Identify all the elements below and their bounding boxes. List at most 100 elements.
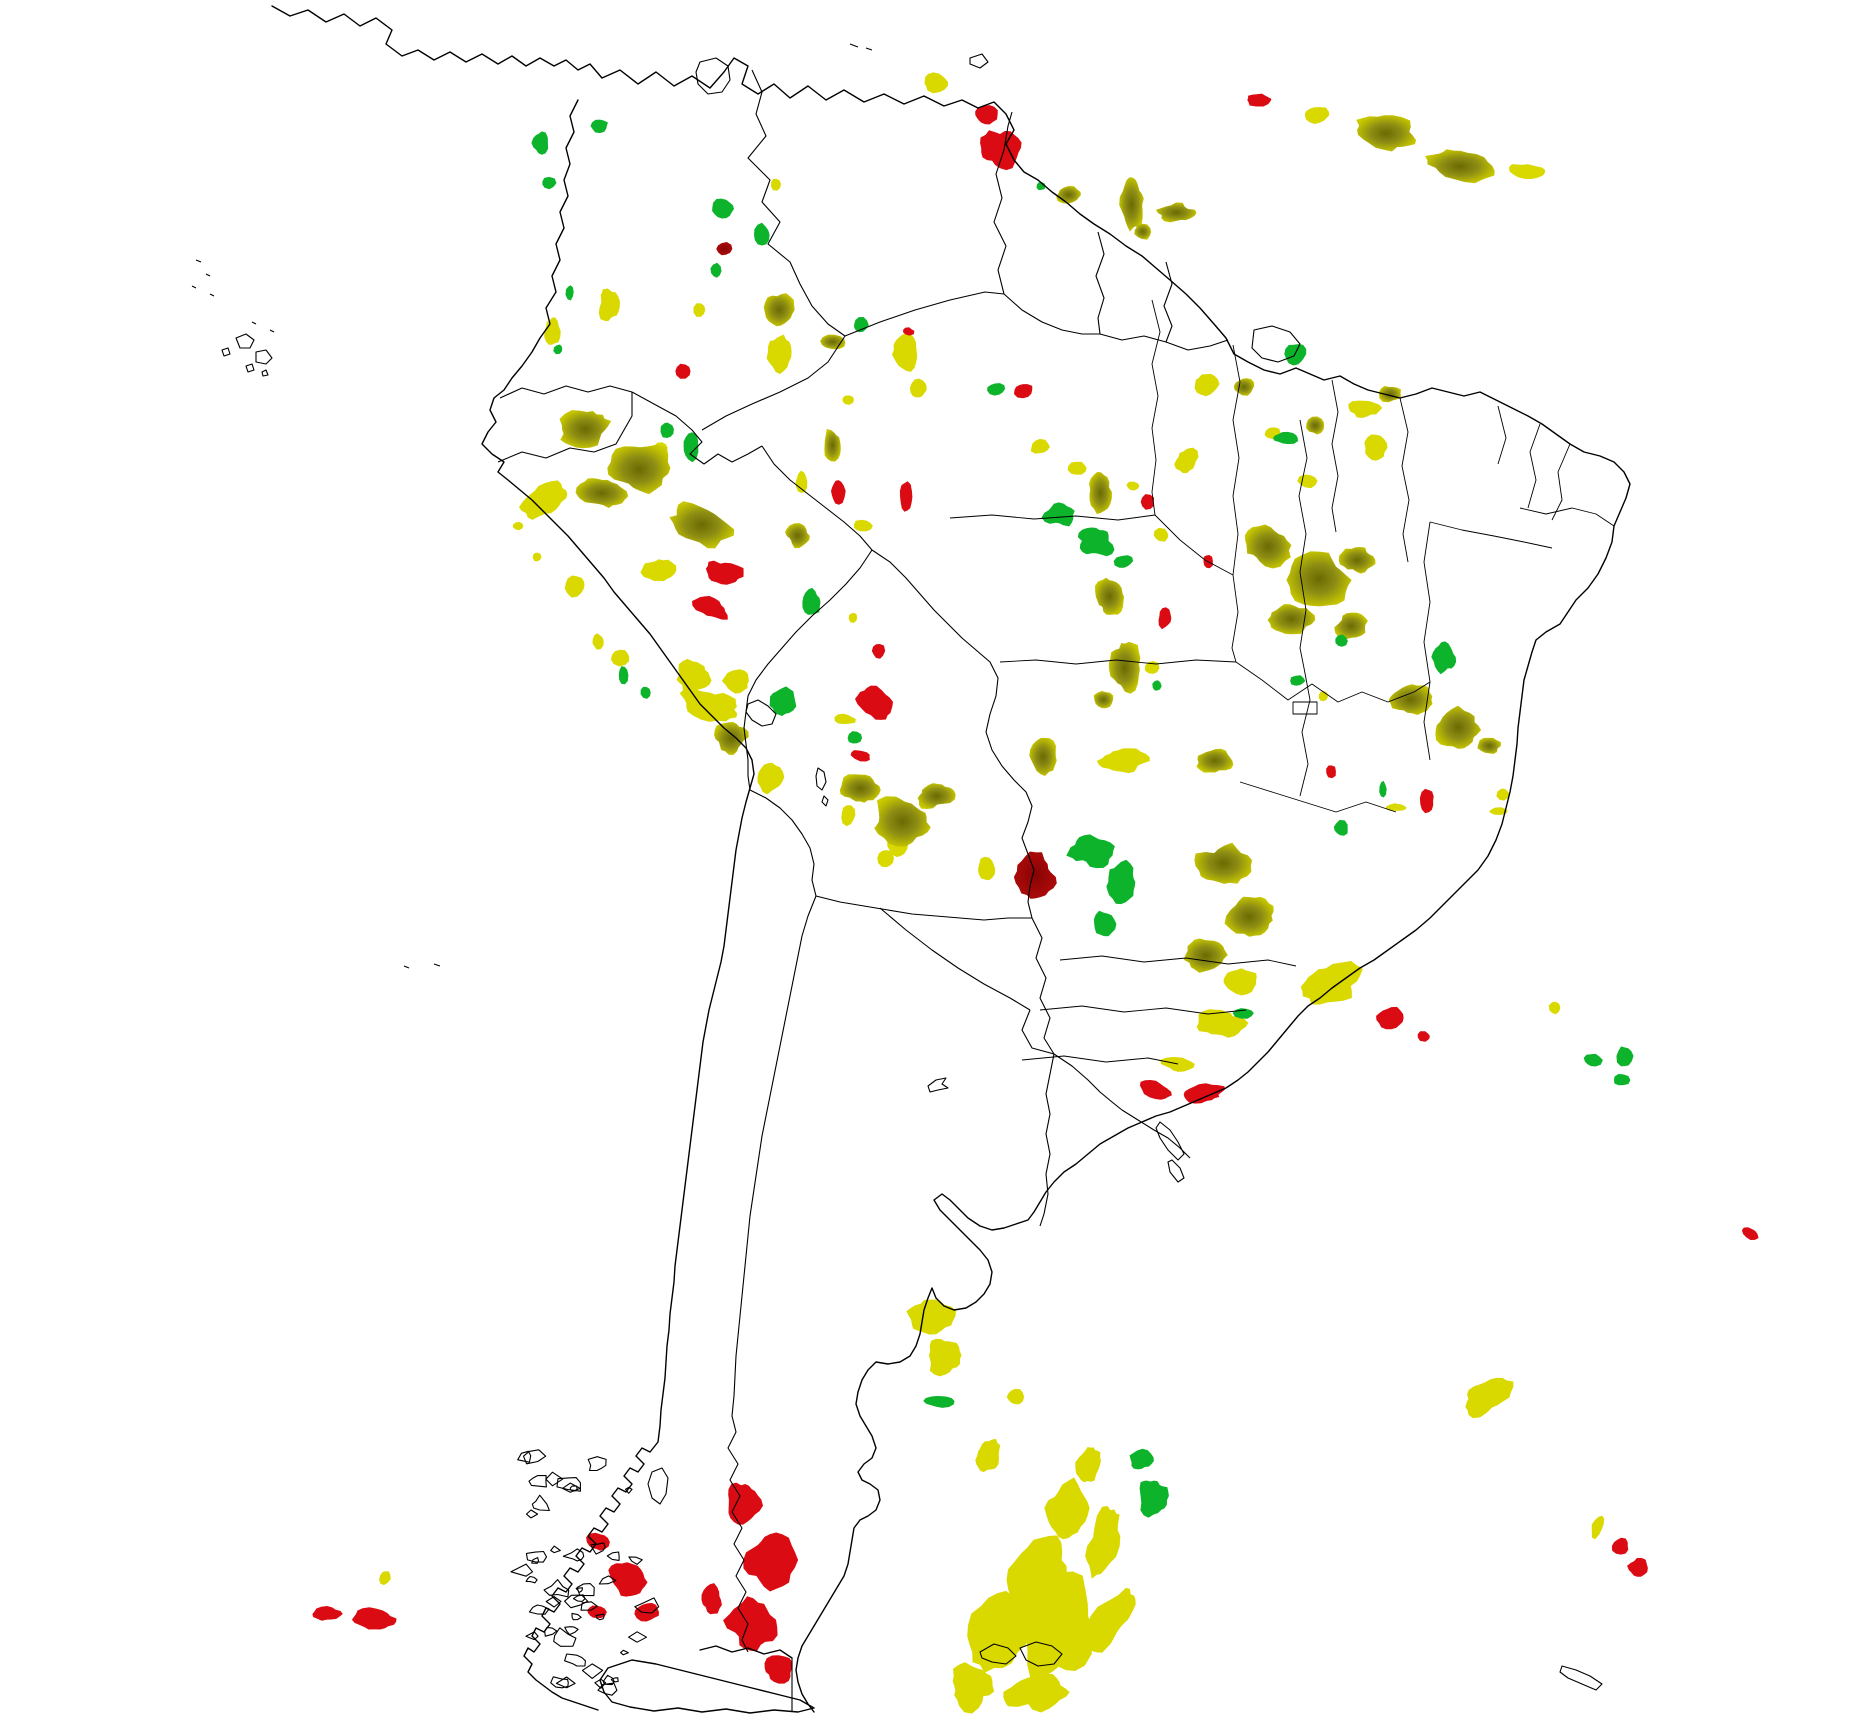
storm-cell-olive [1425, 149, 1495, 184]
island-outline [647, 1467, 669, 1505]
storm-cell-red [705, 560, 744, 585]
country-borders-layer [497, 69, 1229, 1712]
storm-cell-yellow [610, 649, 630, 667]
storm-cell-red [1376, 1006, 1404, 1030]
storm-cell-yellow [676, 658, 712, 693]
storm-cell-red [903, 327, 915, 336]
country-border-path [879, 907, 1031, 1011]
storm-cell-yellow [721, 669, 749, 694]
country-border-path [743, 549, 873, 791]
fjord-island-outline [522, 1449, 547, 1465]
storm-cell-yellow [1044, 1477, 1090, 1540]
fjord-island-outline [581, 1663, 604, 1679]
fjord-island-outline [580, 1601, 598, 1611]
country-border-path [1053, 1053, 1123, 1111]
storm-cell-olive [1196, 748, 1234, 773]
storm-cell-red [1140, 1080, 1172, 1100]
storm-cell-olive [1338, 547, 1376, 574]
country-border-path [1003, 293, 1100, 335]
fjord-island-outline [510, 1563, 534, 1577]
storm-cell-yellow [1160, 1057, 1195, 1072]
storm-cell-yellow [910, 378, 927, 398]
storm-cell-yellow [929, 1338, 962, 1377]
storm-cell-olive [1233, 378, 1255, 396]
fjord-island-outline [571, 1612, 582, 1621]
storm-cell-yellow [924, 72, 948, 94]
storm-cell-green [565, 285, 574, 301]
fjord-island-outline [556, 1477, 581, 1492]
fjord-island-outline [543, 1579, 570, 1598]
storm-cell-olive [1306, 416, 1325, 435]
storm-cell-olive [785, 523, 810, 549]
country-border-path [1021, 1009, 1055, 1055]
storm-cell-red [743, 1532, 799, 1592]
state-border-path [1423, 521, 1431, 761]
state-border-path [1231, 574, 1239, 663]
storm-cell-yellow [1496, 788, 1510, 801]
storm-cell-green [1041, 502, 1075, 527]
storm-cell-red [1419, 788, 1434, 814]
storm-cell-yellow [1194, 373, 1220, 397]
fjord-island-outline [550, 1676, 569, 1689]
state-border-path [1551, 443, 1571, 521]
storm-cell-yellow [640, 559, 677, 582]
storm-cell-green [769, 686, 797, 716]
storm-cell-green [987, 383, 1006, 396]
country-border-path [1121, 1109, 1191, 1159]
storm-cell-yellow [1003, 1673, 1070, 1713]
storm-cell-yellow [513, 521, 524, 531]
state-border-path [1429, 521, 1553, 549]
storm-cell-yellow [1026, 1571, 1092, 1679]
storm-cell-yellow [532, 552, 542, 562]
state-border-path [1239, 781, 1397, 813]
country-border-path [631, 391, 763, 465]
storm-cell-red [850, 750, 870, 762]
storm-cell-red [586, 1532, 610, 1551]
storm-cell-red [728, 1482, 763, 1525]
storm-cell-red [1247, 93, 1272, 107]
fjord-island-outline [569, 1485, 578, 1492]
storm-cell-red [980, 130, 1022, 171]
island-outline [221, 347, 231, 357]
storm-cell-yellow [1030, 438, 1050, 454]
storm-cell-green [1379, 780, 1387, 798]
country-border-path [761, 445, 873, 551]
storm-cell-olive [575, 478, 629, 509]
fjord-island-outline [550, 1545, 561, 1554]
storm-cell-green [1093, 910, 1117, 937]
storm-cell-olive [1286, 551, 1352, 607]
storm-cell-red [764, 1655, 793, 1684]
storm-cell-olive [1379, 386, 1401, 403]
state-border-path [1021, 1055, 1179, 1065]
coastline-path [699, 1645, 793, 1659]
storm-cell-green [1066, 834, 1115, 869]
storm-cell-red [1417, 1031, 1430, 1042]
country-border-path [844, 291, 1005, 337]
storm-cell-red [351, 1607, 397, 1630]
storm-cell-yellow [564, 575, 585, 598]
coastline-path [271, 5, 1631, 1713]
coastline-path [599, 1659, 815, 1714]
state-border-path [1235, 661, 1431, 703]
storm-cell-green [1431, 641, 1457, 675]
storm-cell-green [1106, 859, 1136, 905]
storm-cell-green [1284, 344, 1307, 366]
storm-cell-red [723, 1596, 778, 1652]
storm-cell-yellow [848, 612, 858, 623]
storm-cell-olive [1244, 524, 1292, 569]
storm-cell-yellow [1318, 691, 1328, 702]
island-outline [251, 321, 257, 325]
fjord-island-outline [531, 1557, 540, 1564]
state-border-path [1527, 423, 1541, 509]
storm-cell-red [1611, 1537, 1629, 1555]
fjord-island-outline [564, 1626, 579, 1636]
island-outline [191, 285, 197, 289]
state-border-path [949, 514, 1156, 521]
state-border-path [1232, 344, 1241, 576]
island-outline [927, 1077, 949, 1093]
storm-cell-olive [1093, 691, 1114, 709]
state-border-path [1151, 299, 1161, 516]
island-outline [1559, 1665, 1603, 1691]
storm-cell-olive [1134, 223, 1152, 240]
